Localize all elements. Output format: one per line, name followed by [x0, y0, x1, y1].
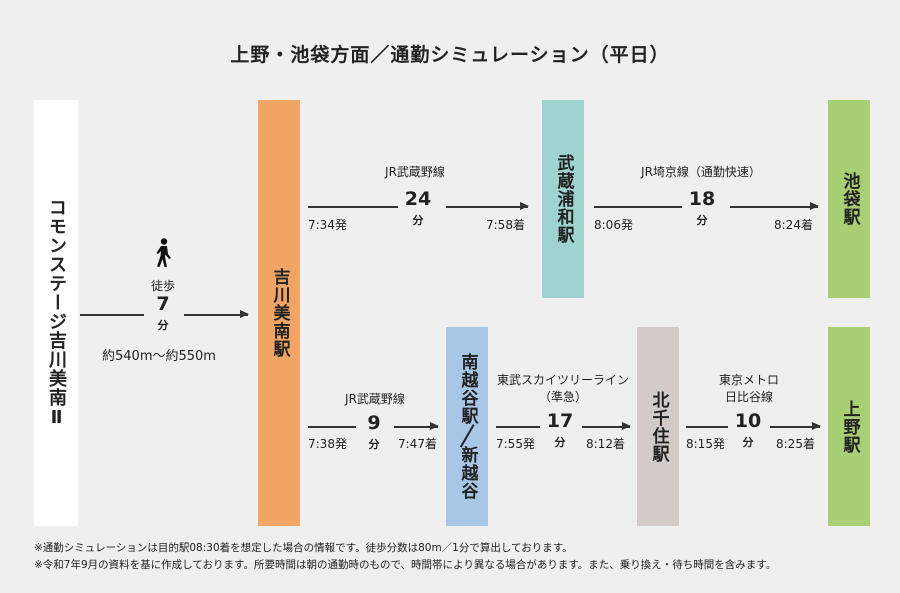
upper-leg1-unit: 分 [412, 214, 424, 227]
walk-unit: 分 [157, 319, 169, 332]
lower-leg3-arrive: 8:25着 [776, 437, 815, 451]
station-ikebukuro: 池袋駅 [828, 100, 870, 298]
lower-leg3-line-left [686, 426, 728, 428]
upper-leg1-depart: 7:34発 [308, 218, 347, 232]
station-ueno: 上野駅 [828, 327, 870, 526]
lower-leg1-line: JR武蔵野線 [345, 392, 405, 406]
lower-leg2-depart: 7:55発 [496, 437, 535, 451]
upper-leg2-arrive: 8:24着 [774, 218, 813, 232]
upper-leg2-unit: 分 [696, 214, 708, 227]
station-minami-koshigaya-label: 南越谷駅 [457, 352, 478, 425]
walking-person-icon [156, 238, 171, 267]
station-home-label: コモンステージ吉川美南Ⅱ [46, 197, 67, 429]
station-ueno-label: 上野駅 [839, 399, 860, 454]
station-minami-koshigaya: 南越谷駅 新越谷 [446, 327, 488, 526]
upper-leg2-minutes: 18 [688, 188, 716, 210]
upper-leg1-arrow [446, 203, 529, 209]
footnote-2: ※令和7年9月の資料を基に作成しております。所要時間は朝の通勤時のもので、時間帯… [34, 559, 777, 571]
station-kita-senju-label: 北千住駅 [648, 390, 669, 463]
lower-leg1-arrive: 7:47着 [398, 437, 437, 451]
walk-minutes: 7 [156, 293, 170, 315]
page-title: 上野・池袋方面／通勤シミュレーション（平日） [230, 44, 670, 66]
lower-leg2-line-sub: （準急） [538, 390, 587, 404]
lower-leg3-line: 東京メトロ [718, 373, 779, 387]
footnote-1: ※通勤シミュレーションは目的駅08:30着を想定した場合の情報です。徒歩分数は8… [34, 542, 573, 554]
lower-leg2-line-left [496, 426, 540, 428]
upper-leg1-line-left [308, 206, 398, 208]
station-ikebukuro-label: 池袋駅 [839, 172, 860, 226]
lower-leg3-unit: 分 [742, 436, 754, 449]
upper-leg1-minutes: 24 [404, 188, 432, 210]
lower-leg3-line-sub: 日比谷線 [724, 390, 773, 404]
station-musashi-urawa: 武蔵浦和駅 [542, 100, 584, 298]
walk-arrow [184, 311, 249, 317]
lower-leg2-minutes: 17 [546, 410, 574, 432]
station-home: コモンステージ吉川美南Ⅱ [34, 100, 78, 526]
lower-leg1-line-left [308, 426, 356, 428]
walk-distance: 約540m〜約550m [102, 349, 216, 364]
lower-leg1-minutes: 9 [367, 412, 381, 434]
upper-leg2-line-left [594, 206, 682, 208]
lower-leg1-arrow [394, 423, 439, 429]
lower-leg1-depart: 7:38発 [308, 437, 347, 451]
station-kita-senju: 北千住駅 [637, 327, 679, 526]
slash-divider [459, 423, 475, 448]
upper-leg1-arrive: 7:58着 [486, 218, 525, 232]
station-yoshikawa-minami-label: 吉川美南駅 [269, 268, 290, 358]
upper-leg2-depart: 8:06発 [594, 218, 633, 232]
walk-label: 徒歩 [150, 279, 175, 293]
walk-line-left [80, 314, 144, 316]
station-shin-koshigaya-label: 新越谷 [457, 446, 478, 501]
upper-leg2-arrow [730, 203, 819, 209]
lower-leg2-unit: 分 [554, 436, 566, 449]
upper-leg1-line: JR武蔵野線 [385, 165, 445, 179]
lower-leg1-unit: 分 [368, 438, 380, 451]
lower-leg3-depart: 8:15発 [686, 437, 725, 451]
upper-leg2-line: JR埼京線（通勤快速） [641, 165, 761, 179]
lower-leg2-line: 東武スカイツリーライン [496, 373, 629, 387]
lower-leg3-minutes: 10 [734, 410, 762, 432]
lower-leg3-arrow [770, 423, 821, 429]
station-yoshikawa-minami: 吉川美南駅 [258, 100, 300, 526]
station-musashi-urawa-label: 武蔵浦和駅 [553, 154, 574, 244]
lower-leg2-arrive: 8:12着 [586, 437, 625, 451]
lower-leg2-arrow [582, 423, 631, 429]
